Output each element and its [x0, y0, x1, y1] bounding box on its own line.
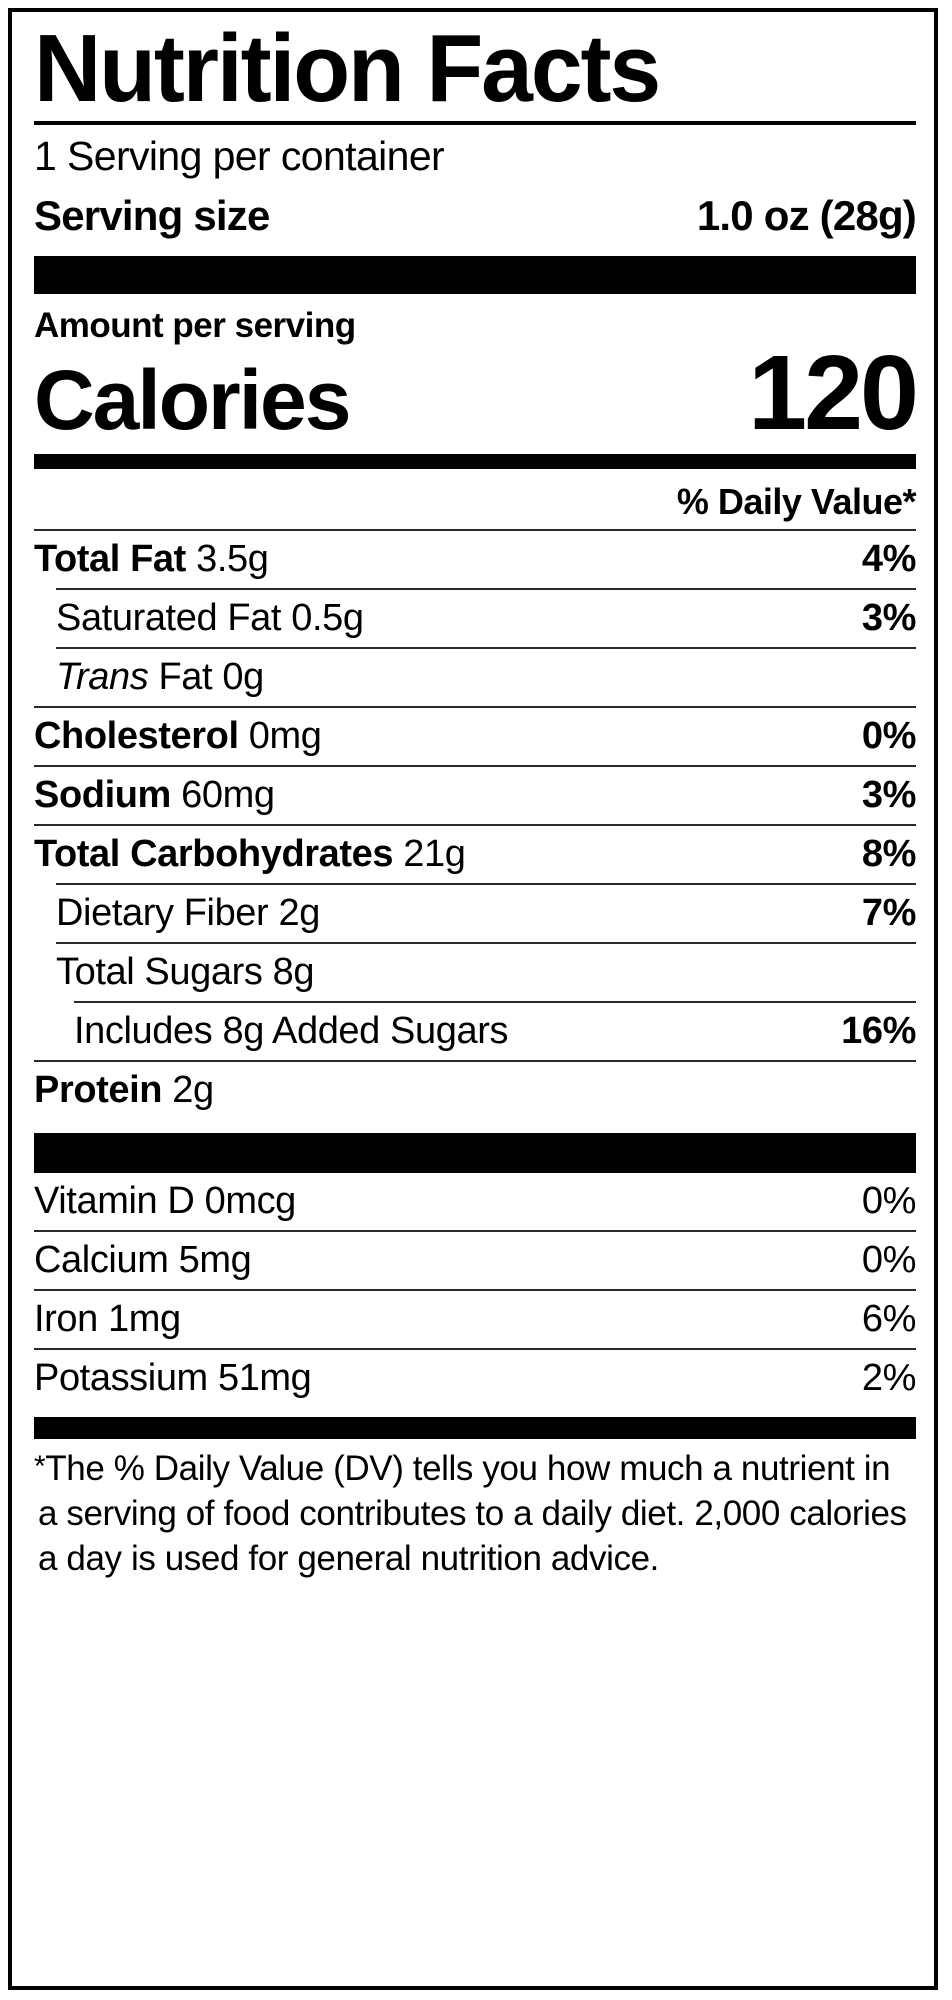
- nutrient-name-italic: Trans: [56, 656, 149, 699]
- nutrient-row: Total Carbohydrates 21g 8%: [34, 824, 916, 883]
- calories-row: Calories 120: [34, 334, 919, 453]
- footnote-text: The % Daily Value (DV) tells you how muc…: [38, 1449, 907, 1578]
- nutrient-daily-value: 7%: [861, 892, 917, 935]
- nutrition-facts-label: Nutrition Facts 1 Serving per container …: [8, 8, 938, 1990]
- title-rule: [34, 121, 916, 126]
- nutrient-amount: 0mg: [238, 715, 322, 758]
- daily-value-footnote: *The % Daily Value (DV) tells you how mu…: [34, 1439, 916, 1581]
- nutrient-name: Sodium 60mg: [34, 774, 275, 817]
- nutrient-amount: 0g: [212, 656, 264, 699]
- nutrient-row: Trans Fat 0g: [56, 647, 916, 706]
- vitamin-daily-value: 0%: [861, 1239, 917, 1282]
- nutrient-name: Cholesterol 0mg: [34, 715, 322, 758]
- nutrient-amount: 8g: [262, 951, 315, 994]
- calories-label: Calories: [34, 353, 351, 448]
- nutrient-name: Total Fat 3.5g: [34, 538, 269, 581]
- nutrient-row: Dietary Fiber 2g 7%: [56, 883, 916, 942]
- vitamin-name: Iron 1mg: [34, 1298, 181, 1341]
- nutrition-facts-content: Nutrition Facts 1 Serving per container …: [34, 15, 919, 1982]
- nutrient-daily-value: 3%: [861, 774, 917, 817]
- vitamin-daily-value: 2%: [861, 1357, 917, 1400]
- serving-size-label: Serving size: [34, 192, 270, 240]
- vitamin-name: Potassium 51mg: [34, 1357, 312, 1400]
- nutrient-name: Dietary Fiber 2g: [56, 892, 320, 935]
- vitamin-name: Calcium 5mg: [34, 1239, 252, 1282]
- page-title: Nutrition Facts: [34, 15, 661, 122]
- nutrient-amount: 21g: [393, 833, 466, 876]
- nutrient-name: Trans Fat 0g: [56, 656, 264, 699]
- nutrient-daily-value: 4%: [861, 538, 917, 581]
- nutrient-daily-value: 16%: [841, 1010, 916, 1053]
- nutrient-daily-value: 0%: [861, 715, 917, 758]
- vitamin-daily-value: 0%: [861, 1180, 917, 1223]
- nutrient-row: Saturated Fat 0.5g 3%: [56, 588, 916, 647]
- serving-size-row: Serving size 1.0 oz (28g): [34, 177, 917, 240]
- nutrient-name: Total Sugars 8g: [56, 951, 315, 994]
- calories-value: 120: [748, 334, 919, 453]
- nutrient-row: Total Sugars 8g: [56, 942, 916, 1001]
- vitamin-row: Iron 1mg 6%: [34, 1289, 916, 1348]
- divider-bar-calories: [34, 454, 916, 470]
- nutrient-name: Protein 2g: [34, 1069, 214, 1112]
- amount-per-serving-label: Amount per serving: [34, 306, 356, 346]
- divider-bar-footnote: [34, 1417, 916, 1440]
- nutrient-amount: 0.5g: [281, 597, 364, 640]
- nutrient-list: Total Fat 3.5g 4% Saturated Fat 0.5g 3% Tran…: [34, 529, 916, 1119]
- divider-bar-servings: [34, 256, 916, 295]
- nutrient-row: Includes 8g Added Sugars 16%: [74, 1001, 916, 1060]
- servings-per-container: 1 Serving per container: [34, 133, 445, 180]
- nutrient-row: Cholesterol 0mg 0%: [34, 706, 916, 765]
- nutrient-daily-value: 3%: [861, 597, 917, 640]
- nutrient-row: Protein 2g: [34, 1060, 916, 1119]
- vitamin-list: Vitamin D 0mcg 0% Calcium 5mg 0% Iron 1mg 6% P…: [34, 1173, 916, 1407]
- nutrient-name: Includes 8g Added Sugars: [74, 1010, 509, 1053]
- serving-size-value: 1.0 oz (28g): [696, 192, 917, 240]
- nutrient-amount: 2g: [268, 892, 320, 935]
- footnote-asterisk: *: [34, 1450, 46, 1484]
- vitamin-daily-value: 6%: [861, 1298, 917, 1341]
- nutrient-row: Sodium 60mg 3%: [34, 765, 916, 824]
- nutrient-name: Saturated Fat 0.5g: [56, 597, 364, 640]
- vitamin-row: Calcium 5mg 0%: [34, 1230, 916, 1289]
- nutrient-daily-value: 8%: [861, 833, 917, 876]
- vitamin-row: Potassium 51mg 2%: [34, 1348, 916, 1407]
- nutrient-amount: 2g: [162, 1069, 214, 1112]
- nutrient-amount: 60mg: [170, 774, 275, 817]
- vitamin-row: Vitamin D 0mcg 0%: [34, 1173, 916, 1230]
- divider-bar-vitamins: [34, 1133, 916, 1174]
- daily-value-header: % Daily Value*: [676, 481, 917, 523]
- nutrient-row: Total Fat 3.5g 4%: [34, 529, 916, 588]
- vitamin-name: Vitamin D 0mcg: [34, 1180, 296, 1223]
- nutrient-amount: 3.5g: [185, 538, 269, 581]
- nutrient-name: Total Carbohydrates 21g: [34, 833, 466, 876]
